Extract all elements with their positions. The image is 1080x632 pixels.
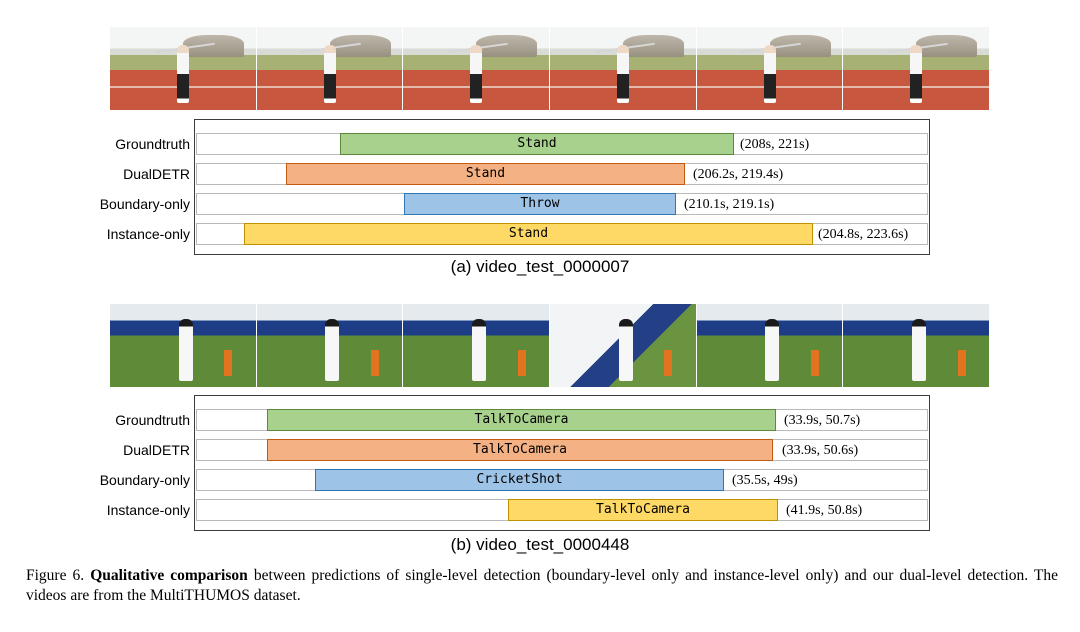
segment-boundary-only: Throw [404, 193, 676, 215]
video-frames-a [110, 27, 990, 110]
video-frame [696, 27, 844, 110]
video-frame [403, 27, 551, 110]
range-instance-only: (204.8s, 223.6s) [818, 227, 909, 242]
row-label-groundtruth: Groundtruth [115, 136, 190, 152]
range-groundtruth: (208s, 221s) [740, 137, 810, 152]
video-frame [110, 27, 257, 110]
timeline-box-a [194, 119, 930, 255]
timeline-box-b [194, 395, 930, 531]
video-frame [696, 304, 844, 387]
figure-text: between predictions of single-level dete… [26, 567, 1059, 604]
row-label-dualdetr: DualDETR [123, 442, 190, 458]
track-groundtruth: TalkToCamera (33.9s, 50.7s) [196, 409, 928, 431]
segment-instance-only: Stand [244, 223, 813, 245]
range-dualdetr: (33.9s, 50.6s) [782, 443, 859, 458]
video-frame [256, 27, 404, 110]
track-boundary-only: Throw (210.1s, 219.1s) [196, 193, 928, 215]
subcaption-a: (a) video_test_0000007 [450, 257, 630, 276]
range-dualdetr: (206.2s, 219.4s) [693, 167, 784, 182]
row-label-instance-only: Instance-only [106, 502, 190, 518]
row-label-boundary-only: Boundary-only [99, 472, 190, 488]
track-instance-only: Stand (204.8s, 223.6s) [196, 223, 928, 245]
row-label-boundary-only: Boundary-only [99, 196, 190, 212]
video-frame [843, 27, 990, 110]
video-frame [550, 27, 697, 110]
range-boundary-only: (35.5s, 49s) [732, 473, 798, 488]
range-groundtruth: (33.9s, 50.7s) [784, 413, 861, 428]
video-frame [550, 304, 697, 387]
video-frame [256, 304, 404, 387]
video-frames-b [110, 304, 990, 387]
figure-title: Qualitative comparison [90, 567, 248, 584]
video-frame [403, 304, 551, 387]
segment-dualdetr: TalkToCamera [267, 439, 773, 461]
row-label-groundtruth: Groundtruth [115, 412, 190, 428]
figure-label: Figure 6. [26, 567, 85, 584]
subcaption-b: (b) video_test_0000448 [450, 535, 630, 554]
track-instance-only: TalkToCamera (41.9s, 50.8s) [196, 499, 928, 521]
track-boundary-only: CricketShot (35.5s, 49s) [196, 469, 928, 491]
range-instance-only: (41.9s, 50.8s) [786, 503, 863, 518]
segment-dualdetr: Stand [286, 163, 685, 185]
segment-instance-only: TalkToCamera [508, 499, 778, 521]
row-label-instance-only: Instance-only [106, 226, 190, 242]
segment-groundtruth: Stand [340, 133, 734, 155]
track-dualdetr: TalkToCamera (33.9s, 50.6s) [196, 439, 928, 461]
range-boundary-only: (210.1s, 219.1s) [684, 197, 775, 212]
video-frame [110, 304, 257, 387]
track-groundtruth: Stand (208s, 221s) [196, 133, 928, 155]
segment-groundtruth: TalkToCamera [267, 409, 776, 431]
row-label-dualdetr: DualDETR [123, 166, 190, 182]
segment-boundary-only: CricketShot [315, 469, 724, 491]
track-dualdetr: Stand (206.2s, 219.4s) [196, 163, 928, 185]
figure-caption: Figure 6. Qualitative comparison between… [26, 566, 1058, 606]
video-frame [843, 304, 990, 387]
